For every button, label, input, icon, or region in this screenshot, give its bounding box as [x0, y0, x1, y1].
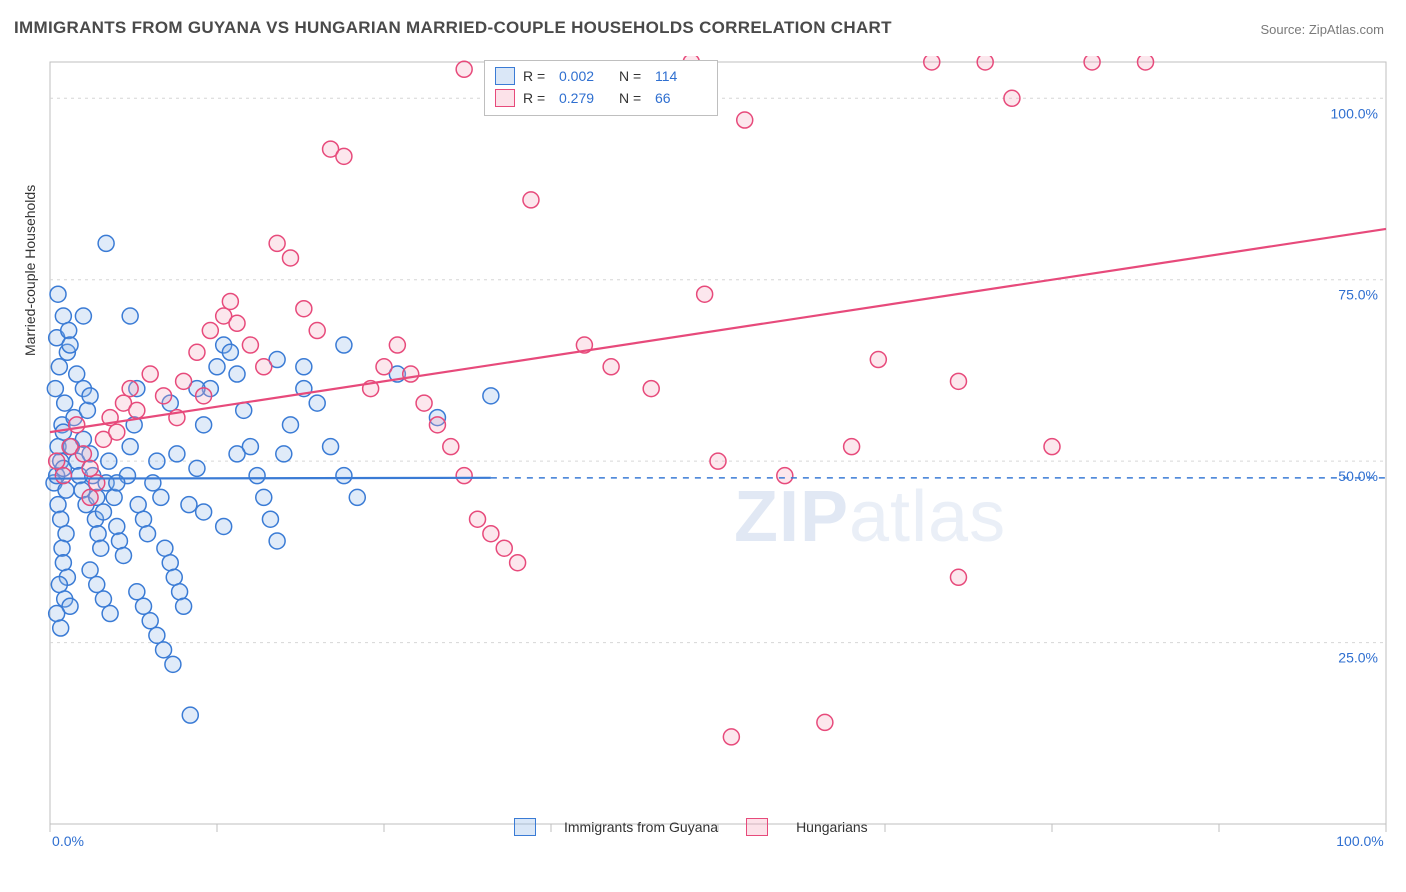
scatter-plot: 25.0% 50.0% 75.0% 100.0% 0.0% 100.0%	[44, 56, 1392, 848]
svg-text:0.0%: 0.0%	[52, 833, 84, 848]
r-value-guyana: 0.002	[559, 68, 611, 84]
svg-text:100.0%: 100.0%	[1336, 833, 1383, 848]
legend-swatch-guyana	[514, 818, 536, 836]
source-label: Source: ZipAtlas.com	[1260, 22, 1384, 37]
legend-label-guyana: Immigrants from Guyana	[564, 819, 718, 835]
svg-text:50.0%: 50.0%	[1338, 468, 1378, 484]
chart-container: Married-couple Households ZIPatlas 25.0%…	[44, 56, 1392, 848]
watermark: ZIPatlas	[734, 476, 1006, 558]
svg-text:100.0%: 100.0%	[1331, 105, 1378, 121]
n-value-hungarians: 66	[655, 90, 707, 106]
legend-swatch-hungarians	[746, 818, 768, 836]
r-label: R =	[523, 90, 551, 106]
watermark-zip: ZIP	[734, 477, 849, 557]
r-value-hungarians: 0.279	[559, 90, 611, 106]
stats-legend-row-guyana: R = 0.002 N = 114	[495, 65, 707, 87]
r-label: R =	[523, 68, 551, 84]
stats-legend-row-hungarians: R = 0.279 N = 66	[495, 87, 707, 109]
legend-swatch-hungarians	[495, 89, 515, 107]
n-label: N =	[619, 68, 647, 84]
n-value-guyana: 114	[655, 68, 707, 84]
y-axis-label: Married-couple Households	[22, 185, 38, 356]
legend-swatch-guyana	[495, 67, 515, 85]
watermark-atlas: atlas	[849, 477, 1006, 557]
svg-text:75.0%: 75.0%	[1338, 287, 1378, 303]
n-label: N =	[619, 90, 647, 106]
svg-text:25.0%: 25.0%	[1338, 650, 1378, 666]
legend-label-hungarians: Hungarians	[796, 819, 868, 835]
stats-legend: R = 0.002 N = 114 R = 0.279 N = 66	[484, 60, 718, 116]
chart-title: IMMIGRANTS FROM GUYANA VS HUNGARIAN MARR…	[14, 18, 892, 38]
series-legend: Immigrants from Guyana Hungarians	[514, 818, 868, 836]
